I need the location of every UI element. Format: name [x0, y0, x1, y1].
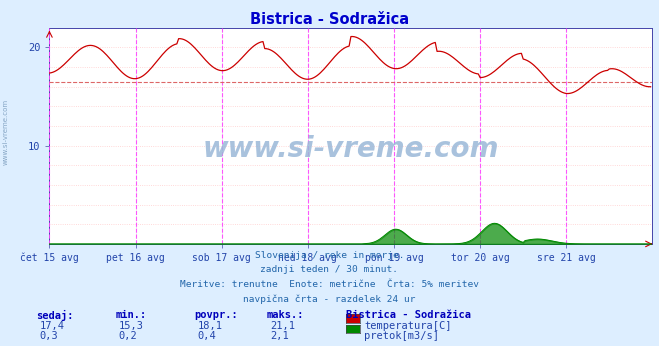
Text: maks.:: maks.: [267, 310, 304, 320]
Text: Meritve: trenutne  Enote: metrične  Črta: 5% meritev: Meritve: trenutne Enote: metrične Črta: … [180, 280, 479, 289]
Text: zadnji teden / 30 minut.: zadnji teden / 30 minut. [260, 265, 399, 274]
Text: pretok[m3/s]: pretok[m3/s] [364, 331, 440, 342]
Text: www.si-vreme.com: www.si-vreme.com [2, 98, 9, 165]
Text: www.si-vreme.com: www.si-vreme.com [203, 135, 499, 163]
Text: Bistrica - Sodražica: Bistrica - Sodražica [346, 310, 471, 320]
Text: 18,1: 18,1 [198, 321, 223, 331]
Text: 2,1: 2,1 [270, 331, 289, 342]
Text: navpična črta - razdelek 24 ur: navpična črta - razdelek 24 ur [243, 294, 416, 304]
Text: 15,3: 15,3 [119, 321, 144, 331]
Text: 0,3: 0,3 [40, 331, 58, 342]
Text: 21,1: 21,1 [270, 321, 295, 331]
Text: temperatura[C]: temperatura[C] [364, 321, 452, 331]
Text: 0,4: 0,4 [198, 331, 216, 342]
Text: 17,4: 17,4 [40, 321, 65, 331]
Text: Slovenija / reke in morje.: Slovenija / reke in morje. [255, 251, 404, 260]
Text: Bistrica - Sodražica: Bistrica - Sodražica [250, 12, 409, 27]
Text: 0,2: 0,2 [119, 331, 137, 342]
Text: min.:: min.: [115, 310, 146, 320]
Text: povpr.:: povpr.: [194, 310, 238, 320]
Text: sedaj:: sedaj: [36, 310, 74, 321]
